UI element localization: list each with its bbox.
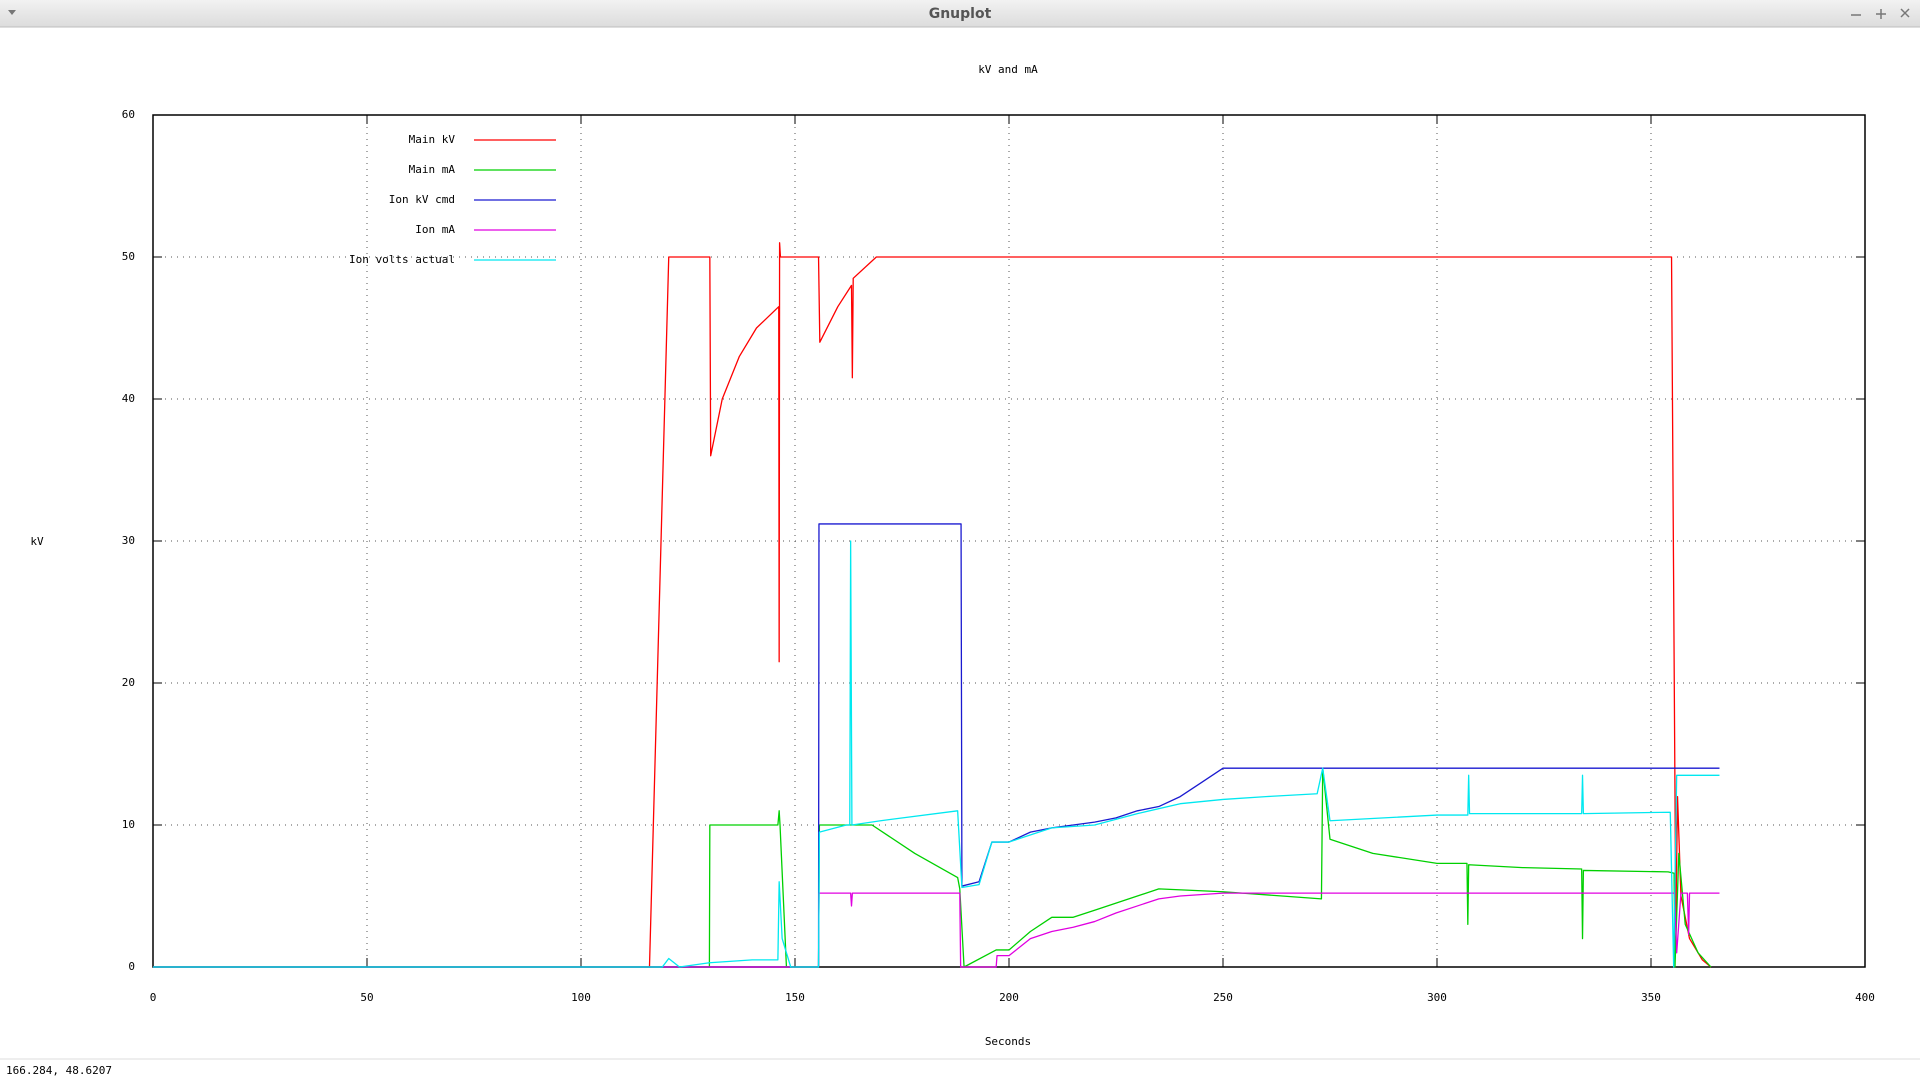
series-line — [153, 892, 1720, 968]
y-tick-label: 20 — [122, 676, 135, 689]
x-tick-label: 250 — [1213, 991, 1233, 1004]
window-menu-button[interactable] — [8, 10, 16, 15]
legend-label: Main mA — [409, 163, 456, 176]
x-tick-label: 350 — [1641, 991, 1661, 1004]
legend-label: Ion kV cmd — [389, 193, 455, 206]
title-bar — [0, 0, 1920, 27]
y-tick-label: 10 — [122, 818, 135, 831]
y-tick-label: 30 — [122, 534, 135, 547]
series-line — [153, 540, 1720, 968]
y-axis-label: kV — [30, 535, 44, 548]
close-button[interactable] — [1900, 8, 1910, 18]
legend-label: Main kV — [409, 133, 456, 146]
x-tick-label: 300 — [1427, 991, 1447, 1004]
y-tick-label: 0 — [128, 960, 135, 973]
plot-area: 0 10 20 30 40 50 60 0 50 100 150 200 250 300 350 400 Mai… — [122, 108, 1875, 1004]
series-line — [153, 523, 1720, 968]
series-line — [648, 242, 1712, 968]
y-tick-label: 60 — [122, 108, 135, 121]
chart-title: kV and mA — [978, 63, 1038, 76]
y-tick-label: 50 — [122, 250, 135, 263]
status-coordinates: 166.284, 48.6207 — [6, 1064, 112, 1077]
plot-border — [152, 114, 1866, 968]
x-tick-label: 100 — [571, 991, 591, 1004]
x-tick-label: 200 — [999, 991, 1019, 1004]
window-title: Gnuplot — [929, 6, 992, 22]
x-axis-label: Seconds — [985, 1035, 1031, 1048]
series-line — [153, 767, 1712, 968]
legend-label: Ion mA — [415, 223, 455, 236]
x-tick-label: 50 — [360, 991, 373, 1004]
maximize-button[interactable] — [1876, 9, 1886, 19]
x-tick-label: 150 — [785, 991, 805, 1004]
x-tick-label: 0 — [150, 991, 157, 1004]
legend-label: Ion volts actual — [349, 253, 455, 266]
y-tick-label: 40 — [122, 392, 135, 405]
x-tick-label: 400 — [1855, 991, 1875, 1004]
